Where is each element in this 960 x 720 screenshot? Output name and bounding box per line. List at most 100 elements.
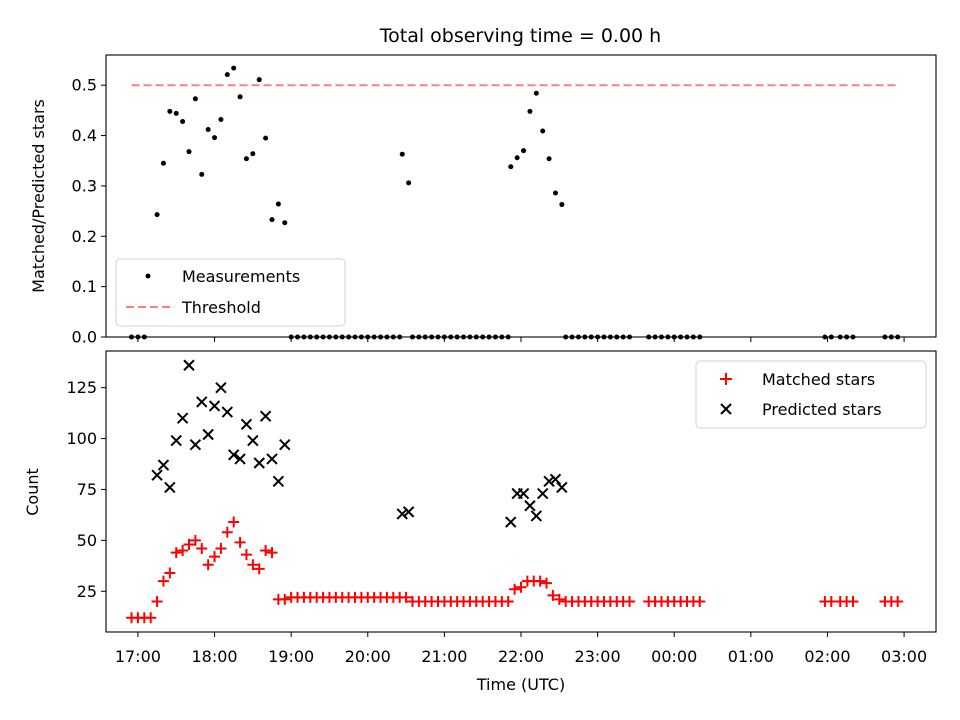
- measurement-point: [160, 160, 166, 166]
- bottom-y-tick-label: 125: [66, 378, 97, 397]
- matched-star-point: [215, 543, 227, 555]
- measurement-point: [192, 96, 198, 102]
- measurement-point: [180, 118, 186, 124]
- bottom-legend-frame: [695, 360, 927, 429]
- predicted-star-point: [183, 359, 195, 371]
- x-tick-label: 18:00: [191, 647, 237, 666]
- matched-star-point: [253, 563, 265, 575]
- measurement-point: [521, 148, 527, 154]
- bottom-y-tick-label: 50: [77, 531, 97, 550]
- x-tick-label: 02:00: [804, 647, 850, 666]
- matched-star-point: [279, 593, 291, 605]
- matched-star-point: [196, 543, 208, 555]
- measurement-point: [218, 116, 224, 122]
- chart-title: Total observing time = 0.00 h: [379, 25, 661, 47]
- predicted-star-point: [505, 516, 517, 528]
- x-tick-label: 19:00: [268, 647, 314, 666]
- top-plot-frame: [105, 54, 937, 338]
- predicted-star-point: [279, 438, 291, 451]
- measurement-point: [173, 110, 179, 116]
- predicted-star-point: [215, 381, 227, 394]
- matched-star-point: [515, 581, 527, 593]
- top-panel: 0.0 0.1 0.2 0.3 0.4 0.5 Matched/Predicted sta…: [29, 54, 937, 347]
- predicted-star-point: [176, 412, 189, 424]
- legend-threshold-label: Threshold: [181, 298, 261, 317]
- matched-star-point: [202, 559, 214, 571]
- matched-star-point: [847, 595, 859, 607]
- matched-star-point: [892, 595, 904, 607]
- matched-star-point: [189, 534, 201, 546]
- measurement-point: [275, 201, 281, 207]
- matched-star-point: [624, 595, 636, 607]
- predicted-star-point: [164, 481, 176, 494]
- predicted-star-point: [240, 418, 253, 431]
- bottom-plot-frame: [105, 350, 937, 633]
- top-y-axis-label: Matched/Predicted stars: [29, 99, 48, 293]
- predicted-star-point: [517, 487, 530, 500]
- predicted-star-point: [196, 396, 208, 408]
- bottom-y-axis: 25 50 75 100 125: [66, 378, 106, 601]
- matched-star-point: [177, 545, 189, 557]
- measurement-point: [406, 180, 412, 186]
- predicted-star-point: [259, 410, 272, 422]
- legend-matched-marker: [720, 373, 732, 385]
- top-y-tick-label: 0.1: [72, 277, 97, 296]
- legend-measurements-marker: [145, 273, 151, 279]
- x-tick-label: 03:00: [881, 647, 927, 666]
- measurement-point: [282, 220, 288, 226]
- bottom-y-tick-label: 75: [77, 480, 97, 499]
- top-y-axis: 0.0 0.1 0.2 0.3 0.4 0.5: [72, 76, 106, 347]
- predicted-star-point: [530, 510, 543, 522]
- matched-star-point: [151, 595, 163, 607]
- legend-predicted-label: Predicted stars: [762, 400, 882, 419]
- matched-star-point: [221, 526, 233, 538]
- predicted-star-point: [151, 469, 163, 481]
- predicted-star-point: [234, 453, 246, 465]
- matched-star-point: [209, 551, 221, 563]
- bottom-x-axis: 17:00 18:00 19:00 20:00 21:00 22:00 23:00 00:00…: [115, 632, 927, 666]
- predicted-star-point: [549, 473, 562, 485]
- bottom-y-tick-label: 100: [66, 429, 97, 448]
- matched-star-point: [502, 595, 514, 607]
- predicted-star-point: [402, 506, 415, 518]
- matched-star-point: [534, 575, 546, 587]
- measurement-point: [508, 164, 514, 170]
- bottom-panel: 17:00 18:00 19:00 20:00 21:00 22:00 23:00 00:00…: [23, 350, 937, 694]
- matched-star-point: [260, 545, 272, 557]
- top-legend-frame: [115, 258, 346, 327]
- matched-star-point: [541, 577, 553, 589]
- matched-star-point: [183, 538, 195, 550]
- top-y-tick-label: 0.3: [72, 176, 97, 195]
- matched-star-point: [400, 591, 412, 603]
- bottom-legend: Matched stars Predicted stars: [695, 360, 927, 429]
- measurement-point: [533, 90, 539, 96]
- predicted-star-point: [556, 481, 568, 494]
- measurement-point: [167, 108, 173, 114]
- predicted-star-point: [247, 434, 259, 447]
- measurement-point: [212, 135, 218, 141]
- predicted-star-point: [208, 400, 221, 412]
- measurement-point: [540, 128, 546, 134]
- predicted-star-point: [170, 434, 182, 447]
- predicted-star-point: [543, 475, 555, 488]
- matched-star-point: [266, 547, 278, 559]
- matched-stars-series: [126, 516, 904, 624]
- measurement-point: [546, 156, 552, 162]
- x-tick-label: 22:00: [498, 647, 544, 666]
- matched-star-point: [234, 536, 246, 548]
- x-tick-label: 23:00: [575, 647, 621, 666]
- bottom-y-axis-label: Count: [23, 468, 42, 516]
- predicted-star-point: [396, 508, 408, 520]
- predicted-star-point: [537, 487, 549, 500]
- measurement-point: [243, 156, 249, 162]
- x-tick-label: 01:00: [728, 647, 774, 666]
- measurement-point: [514, 155, 520, 161]
- bottom-y-tick-label: 25: [77, 582, 97, 601]
- x-axis-label: Time (UTC): [476, 675, 565, 694]
- measurement-point: [205, 127, 211, 133]
- predicted-star-point: [221, 406, 234, 418]
- x-tick-label: 21:00: [421, 647, 467, 666]
- predicted-star-point: [202, 428, 214, 441]
- matched-star-point: [228, 516, 240, 528]
- measurement-point: [527, 108, 533, 114]
